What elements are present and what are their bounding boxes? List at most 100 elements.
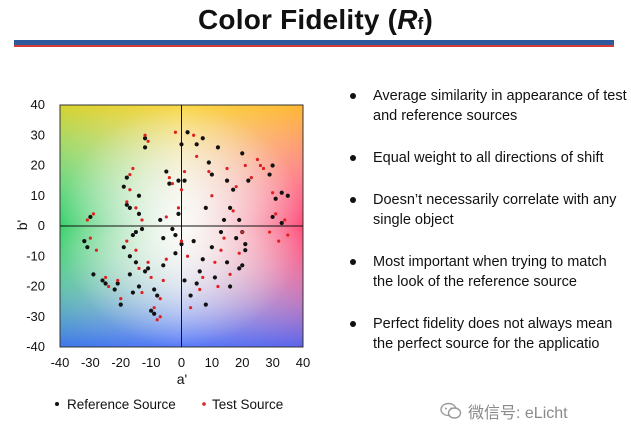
reference-point xyxy=(240,151,245,156)
x-tick-label: -40 xyxy=(51,355,70,370)
bullet-dot xyxy=(350,321,356,327)
test-point xyxy=(158,315,162,319)
y-tick-label: -10 xyxy=(26,248,45,263)
reference-point xyxy=(209,172,214,177)
reference-point xyxy=(124,175,129,180)
bullet-text: Most important when trying to match the … xyxy=(373,254,607,290)
reference-point xyxy=(133,229,139,235)
test-point xyxy=(164,257,168,261)
test-point xyxy=(125,200,129,204)
reference-point xyxy=(206,160,211,165)
reference-point xyxy=(279,190,284,195)
test-point xyxy=(222,236,226,240)
test-point xyxy=(277,239,281,243)
y-tick-label: -20 xyxy=(26,279,45,294)
y-tick-label: 20 xyxy=(31,158,45,173)
test-point xyxy=(249,176,253,180)
reference-point xyxy=(133,260,139,265)
reference-point xyxy=(224,260,230,265)
test-point xyxy=(88,236,92,240)
x-tick-label: 0 xyxy=(178,355,185,370)
reference-point xyxy=(273,196,278,201)
test-point xyxy=(195,154,199,159)
reference-point xyxy=(182,178,187,183)
reference-point xyxy=(215,145,221,150)
test-point xyxy=(103,275,108,280)
bullet-text: Doesn’t necessarily correlate with any s… xyxy=(373,192,617,228)
test-point xyxy=(146,139,150,143)
reference-point xyxy=(152,311,157,316)
reference-point xyxy=(136,284,142,289)
reference-point xyxy=(103,281,108,286)
test-point xyxy=(140,290,144,295)
title-subscript: f xyxy=(417,14,424,33)
y-tick-label: 30 xyxy=(31,127,45,142)
test-point xyxy=(146,260,150,264)
reference-point xyxy=(246,178,251,183)
test-point xyxy=(228,272,232,276)
bullet-text: Average similarity in appearance of test… xyxy=(373,88,627,124)
test-point xyxy=(134,248,138,252)
test-point xyxy=(189,306,193,310)
reference-point xyxy=(221,217,227,223)
reference-point xyxy=(161,263,166,268)
test-point xyxy=(271,191,275,195)
reference-point xyxy=(155,293,160,298)
test-point xyxy=(155,318,159,322)
legend-label-reference: Reference Source xyxy=(67,397,176,412)
test-point xyxy=(219,248,223,252)
reference-point xyxy=(279,220,284,226)
bullet-item: Most important when trying to match the … xyxy=(346,252,630,292)
reference-point xyxy=(237,217,242,223)
reference-point xyxy=(118,302,123,307)
reference-point xyxy=(224,178,230,183)
slide-title: Color Fidelity (Rf) xyxy=(0,4,631,36)
test-point xyxy=(198,287,202,292)
y-tick-label: 40 xyxy=(31,97,45,112)
reference-point xyxy=(142,269,148,274)
reference-point xyxy=(234,236,239,241)
test-point xyxy=(179,239,184,243)
reference-point xyxy=(115,281,120,286)
reference-point xyxy=(197,269,202,274)
y-tick-label: 0 xyxy=(38,218,45,233)
test-point xyxy=(216,284,220,289)
reference-point xyxy=(191,239,196,244)
x-tick-label: 40 xyxy=(296,355,310,370)
test-point xyxy=(255,157,260,162)
watermark-text: 微信号: eLicht xyxy=(468,405,568,422)
reference-point xyxy=(200,257,205,262)
test-point xyxy=(185,254,190,258)
test-point xyxy=(137,266,141,270)
reference-point xyxy=(231,187,236,192)
legend-label-test: Test Source xyxy=(212,397,283,412)
reference-point xyxy=(121,184,126,189)
data-points xyxy=(82,130,290,322)
test-point xyxy=(134,206,138,210)
reference-point xyxy=(136,193,142,198)
test-point xyxy=(201,275,205,280)
legend-marker-reference xyxy=(55,402,59,406)
reference-point xyxy=(188,293,193,298)
test-point xyxy=(258,163,263,168)
x-tick-label: -30 xyxy=(81,355,100,370)
reference-point xyxy=(173,251,178,256)
reference-point xyxy=(285,193,290,198)
test-point xyxy=(158,297,162,301)
bullet-text: Equal weight to all directions of shift xyxy=(373,150,604,166)
test-point xyxy=(128,188,132,192)
test-point xyxy=(116,278,120,283)
test-point xyxy=(91,212,96,216)
x-axis-label: a' xyxy=(177,371,187,387)
reference-point xyxy=(228,284,233,289)
bullet-dot xyxy=(350,93,356,99)
reference-point xyxy=(145,266,151,271)
test-point xyxy=(225,166,229,171)
title-rule-red xyxy=(14,45,614,47)
reference-point xyxy=(243,242,248,247)
test-point xyxy=(131,166,135,171)
reference-point xyxy=(218,229,224,235)
test-point xyxy=(231,209,235,213)
reference-point xyxy=(237,266,242,271)
bullet-item: Doesn’t necessarily correlate with any s… xyxy=(346,190,630,230)
